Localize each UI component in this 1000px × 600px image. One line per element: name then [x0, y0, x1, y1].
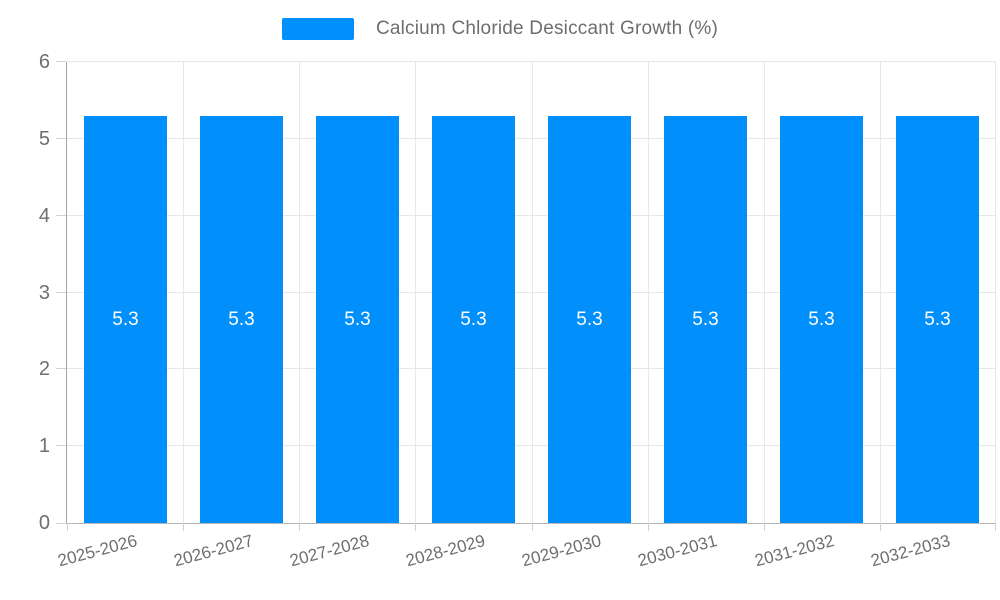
x-axis-tick: [995, 523, 996, 531]
y-axis-tick-label: 1: [38, 435, 50, 458]
y-axis-tick-label: 5: [38, 127, 50, 150]
x-axis-category-label: 2026-2027: [171, 531, 256, 571]
bar[interactable]: 5.3: [316, 116, 399, 523]
x-axis-tick: [532, 523, 533, 531]
gridline-horizontal: [67, 445, 996, 447]
x-axis-category-label: 2031-2032: [752, 531, 836, 571]
x-axis-category-label: 2032-2033: [868, 531, 952, 571]
bar-value-label: 5.3: [228, 308, 255, 330]
gridline-vertical: [183, 62, 184, 523]
x-axis-tick: [67, 523, 68, 531]
x-axis-tick: [648, 523, 649, 531]
legend-label: Calcium Chloride Desiccant Growth (%): [375, 18, 719, 39]
y-axis-tick-label: 6: [38, 51, 50, 73]
y-axis-tick-label: 3: [38, 281, 50, 304]
x-axis-category-label: 2030-2031: [636, 531, 720, 571]
bar[interactable]: 5.3: [780, 116, 863, 523]
bar[interactable]: 5.3: [664, 116, 747, 523]
gridline-vertical: [648, 62, 649, 523]
x-axis-tick: [183, 523, 184, 531]
gridline-vertical: [995, 62, 996, 523]
bar-value-label: 5.3: [460, 308, 487, 330]
x-axis-tick: [764, 523, 765, 531]
x-axis-category-label: 2028-2029: [403, 531, 488, 571]
bar-value-label: 5.3: [112, 308, 139, 330]
y-axis-tick: [56, 61, 66, 62]
legend-swatch-icon: [281, 18, 354, 40]
legend-item[interactable]: Calcium Chloride Desiccant Growth (%): [281, 18, 719, 40]
bar-value-label: 5.3: [924, 308, 951, 330]
y-axis-tick: [56, 523, 66, 524]
bar[interactable]: 5.3: [548, 116, 631, 523]
y-axis-tick: [56, 368, 66, 370]
gridline-horizontal: [67, 368, 996, 370]
y-axis-tick: [56, 445, 66, 447]
gridline-horizontal: [67, 137, 996, 139]
gridline-horizontal: [67, 291, 996, 293]
gridline-vertical: [299, 62, 300, 523]
x-axis-category-label: 2027-2028: [287, 531, 372, 571]
bar[interactable]: 5.3: [896, 116, 979, 523]
gridline-vertical: [764, 62, 765, 523]
bar-value-label: 5.3: [808, 308, 835, 330]
gridline-vertical: [532, 62, 533, 523]
bar-value-label: 5.3: [344, 308, 371, 330]
y-axis-tick: [56, 137, 66, 139]
bar[interactable]: 5.3: [200, 116, 283, 523]
gridline-horizontal: [67, 61, 996, 62]
bar[interactable]: 5.3: [84, 116, 167, 523]
bar[interactable]: 5.3: [432, 116, 515, 523]
bar-value-label: 5.3: [692, 308, 719, 330]
plot-area: 5.3 5.3 5.3 5.3 5.3 5.3 5.3 5.3: [56, 61, 996, 531]
y-axis-tick-label: 4: [38, 204, 50, 227]
bar-value-label: 5.3: [576, 308, 603, 330]
legend: Calcium Chloride Desiccant Growth (%): [0, 18, 1000, 40]
y-axis-tick: [56, 214, 66, 216]
y-axis-tick: [56, 291, 66, 293]
gridline-vertical: [880, 62, 881, 523]
y-axis-tick-label: 2: [38, 358, 50, 381]
x-axis-tick: [299, 523, 300, 531]
x-axis-category-label: 2029-2030: [520, 531, 604, 571]
x-axis-tick: [415, 523, 416, 531]
x-axis-category-label: 2025-2026: [55, 531, 139, 571]
y-axis-tick-label: 0: [38, 512, 50, 534]
x-axis-tick: [880, 523, 881, 531]
gridline-horizontal: [67, 214, 996, 216]
gridline-vertical: [415, 62, 416, 523]
